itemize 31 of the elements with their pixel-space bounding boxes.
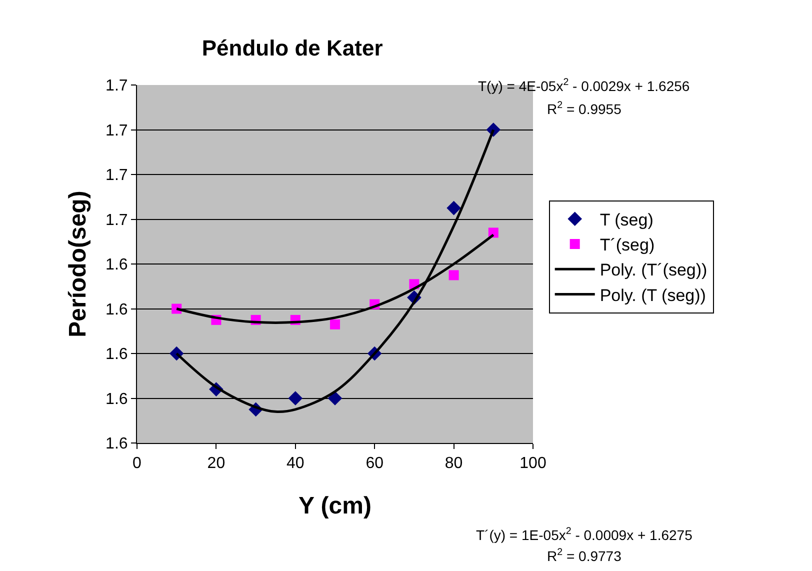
- chart-title: Péndulo de Kater: [202, 35, 384, 60]
- point: [330, 319, 340, 330]
- y-tick-label: 1.6: [106, 346, 128, 364]
- point: [288, 391, 303, 406]
- point: [328, 391, 342, 406]
- x-tick-label: 20: [207, 455, 226, 472]
- text: R$^{2}$ = 0.9955: [547, 100, 622, 117]
- y-tick-label: 1.6: [106, 256, 128, 274]
- y-tick-label: 1.7: [106, 122, 128, 140]
- y-tick-label: 1.7: [106, 78, 128, 95]
- x-tick-label: 0: [132, 455, 142, 472]
- y-tick-label: 1.6: [106, 301, 128, 318]
- text: T´(y) = 1E-05x$^{2}$ - 0.0009x + 1.6275: [476, 526, 693, 543]
- y-tick-label: 1.6: [106, 390, 128, 408]
- y-tick-label: 1.7: [106, 167, 128, 184]
- y-axis-title: Período(seg): [64, 190, 92, 338]
- point: [446, 200, 461, 216]
- y-tick-label: 1.6: [106, 436, 128, 453]
- point: [448, 270, 459, 280]
- x-axis-title: Y (cm): [298, 492, 372, 520]
- legend-label: T´(seg): [600, 236, 655, 255]
- y-tick-label: 1.7: [106, 212, 128, 229]
- x-tick-label: 100: [520, 455, 546, 472]
- x-tick-label: 80: [444, 455, 463, 472]
- legend-label: T (seg): [600, 210, 654, 230]
- text: R$^{2}$ = 0.9773: [547, 547, 622, 564]
- annotation: T(y) = 4E-05x$^{2}$ - 0.0029x + 1.6256: [478, 77, 690, 94]
- legend-label: Poly. (T´(seg)): [600, 260, 708, 280]
- x-tick-label: 40: [286, 455, 304, 472]
- legend-label: Poly. (T (seg)): [600, 286, 706, 305]
- x-tick-label: 60: [366, 455, 384, 472]
